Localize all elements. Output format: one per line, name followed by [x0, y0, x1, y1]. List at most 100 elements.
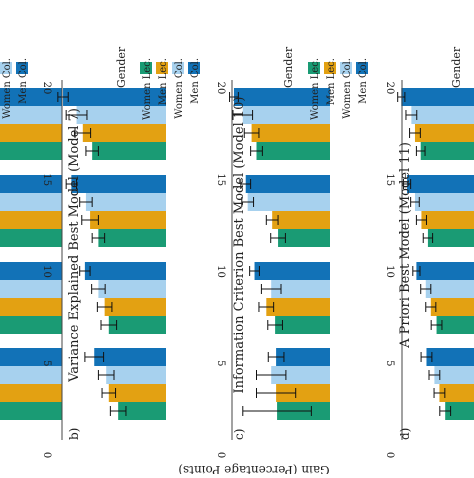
tick-label-c-15: 15	[215, 173, 226, 186]
legend-item-b-4: Men Col.	[190, 58, 201, 104]
bar-d-group3-menlec	[430, 298, 474, 316]
tick-label-b-5: 5	[41, 360, 52, 366]
legend-swatch-a-2	[16, 62, 28, 74]
legend-swatch-b-2	[156, 62, 168, 74]
bar-a-group4-womenlec	[0, 402, 62, 420]
bar-b-group1-womencol	[76, 106, 166, 124]
bar-c-group3-mencol	[254, 262, 330, 280]
tick-label-c-10: 10	[215, 265, 226, 278]
tick-label-d-0: 0	[384, 452, 395, 458]
panel-title-d: A Priori Best Model (Model 11)	[398, 142, 413, 349]
bar-d-group1-mencol	[401, 88, 474, 106]
bar-c-group3-womenlec	[275, 316, 330, 334]
tick-label-d-5: 5	[384, 360, 395, 366]
legend-d: Gender	[450, 46, 463, 88]
bar-d-group4-mencol	[426, 348, 474, 366]
legend-c: Gender	[282, 46, 295, 88]
panel-label-b: b)	[67, 428, 81, 440]
bar-b-group1-menlec	[82, 124, 166, 142]
panel-title-b: Variance Explained Best Model (Model 7)	[67, 108, 82, 383]
bar-b-group4-womenlec	[118, 402, 166, 420]
bar-d-group4-menlec	[439, 384, 474, 402]
y-axis-label: Gain (Percentage Points)	[178, 463, 329, 474]
bar-a-group3-mencol	[0, 262, 62, 280]
bar-a-group1-menlec	[0, 124, 62, 142]
tick-label-b-0: 0	[41, 452, 52, 458]
legend-item-b-2: Men Lec.	[158, 58, 169, 105]
tick-label-d-15: 15	[384, 173, 395, 186]
legend-item-a-2: Men Col.	[18, 58, 29, 104]
tick-label-b-10: 10	[41, 265, 52, 278]
legend-title-c: Gender	[282, 46, 295, 88]
bar-c-group2-menlec	[272, 211, 330, 229]
legend-item-a-1: Women Col.	[2, 58, 13, 119]
bar-a-group2-menlec	[0, 211, 62, 229]
bar-d-group1-womencol	[411, 106, 474, 124]
legend-b: Gender	[115, 46, 128, 88]
legend-swatch-b-3	[172, 62, 184, 74]
bar-a-group3-womencol	[0, 280, 62, 298]
bar-c-group4-menlec	[276, 384, 330, 402]
bar-d-group1-womenlec	[420, 142, 474, 160]
bar-b-group1-womenlec	[92, 142, 166, 160]
bar-c-group3-menlec	[266, 298, 330, 316]
tick-label-c-0: 0	[215, 452, 226, 458]
legend-swatch-c-1	[308, 62, 320, 74]
bar-c-group2-mencol	[245, 175, 330, 193]
legend-item-c-1: Women Lec.	[310, 58, 321, 120]
bar-b-group2-womenlec	[98, 229, 166, 247]
bar-b-group2-womencol	[85, 193, 166, 211]
tick-label-b-20: 20	[41, 82, 52, 95]
legend-keys-b: Women Lec. Men Lec. Women Col. Men Col.	[140, 58, 201, 120]
legend-swatch-c-3	[340, 62, 352, 74]
tick-label-d-10: 10	[384, 265, 395, 278]
bar-c-group3-womencol	[271, 280, 330, 298]
bar-d-group3-womenlec	[436, 316, 474, 334]
bar-b-group3-womencol	[98, 280, 166, 298]
bar-a-group1-womenlec	[0, 142, 62, 160]
legend-swatch-c-4	[356, 62, 368, 74]
legend-item-b-1: Women Lec.	[142, 58, 153, 120]
tick-label-c-20: 20	[215, 82, 226, 95]
panel-b: 0 5 10 15 20	[41, 80, 166, 458]
legend-keys-c: Women Lec. Men Lec. Women Col. Men Col.	[308, 58, 369, 120]
bar-c-group1-mencol	[233, 88, 330, 106]
bar-c-group1-womencol	[242, 106, 330, 124]
legend-a: Women Col. Men Col.	[0, 58, 29, 119]
bar-b-group1-mencol	[63, 88, 166, 106]
bar-b-group4-mencol	[94, 348, 166, 366]
bar-d-group3-womencol	[425, 280, 474, 298]
bar-b-group4-womencol	[106, 366, 166, 384]
panel-label-c: c)	[232, 429, 246, 440]
bar-c-group1-menlec	[251, 124, 330, 142]
bar-c-group2-womencol	[247, 193, 330, 211]
bar-d-group4-womencol	[434, 366, 474, 384]
bar-d-group2-womencol	[414, 193, 474, 211]
legend-swatch-a-1	[0, 62, 12, 74]
bar-c-group2-womenlec	[278, 229, 330, 247]
panel-title-c: Information Criterion Best Model (Model …	[232, 97, 247, 394]
bar-d-group3-mencol	[416, 262, 474, 280]
legend-item-b-3: Women Col.	[174, 58, 185, 119]
legend-title-b: Gender	[115, 46, 128, 88]
bar-d-group2-menlec	[421, 211, 474, 229]
bar-a-group2-womenlec	[0, 229, 62, 247]
bar-a-group3-menlec	[0, 298, 62, 316]
legend-item-c-3: Women Col.	[342, 58, 353, 119]
bar-d-group2-mencol	[407, 175, 474, 193]
bar-a-group4-mencol	[0, 348, 62, 366]
panel-label-d: d)	[398, 428, 412, 440]
legend-item-c-4: Men Col.	[358, 58, 369, 104]
bar-a-group4-womencol	[0, 366, 62, 384]
bar-a-group1-mencol	[0, 88, 62, 106]
legend-item-c-2: Men Lec.	[326, 58, 337, 105]
legend-swatch-b-1	[140, 62, 152, 74]
bar-b-group2-menlec	[90, 211, 166, 229]
bar-b-group3-mencol	[84, 262, 166, 280]
bar-d-group1-menlec	[414, 124, 474, 142]
bar-b-group4-menlec	[108, 384, 166, 402]
bar-a-group2-womencol	[0, 193, 62, 211]
legend-swatch-c-2	[324, 62, 336, 74]
bar-b-group3-menlec	[104, 298, 166, 316]
